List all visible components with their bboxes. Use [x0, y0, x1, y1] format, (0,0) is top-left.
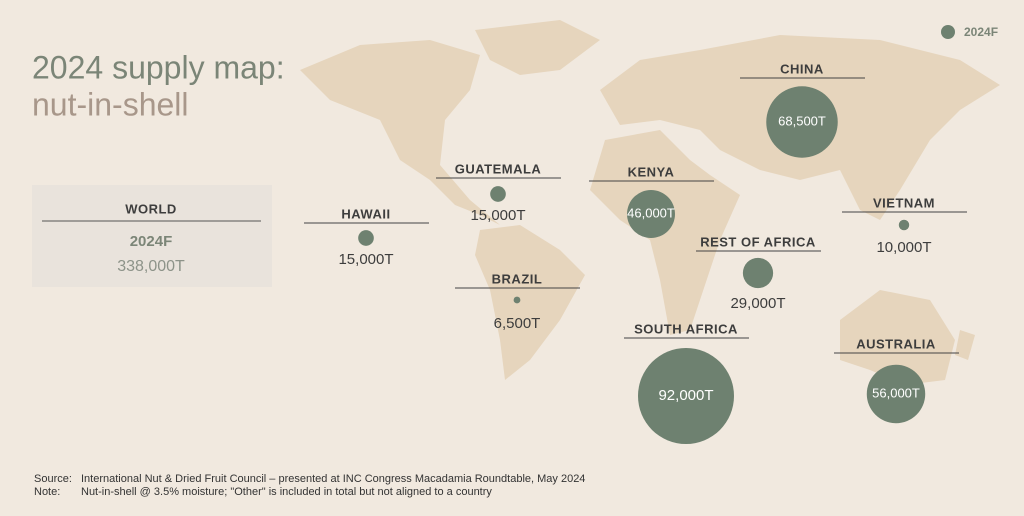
note-text: International Nut & Dried Fruit Council … — [81, 473, 585, 485]
world-label: WORLD — [125, 201, 177, 216]
region-label: VIETNAM — [873, 195, 935, 210]
note-text: Nut-in-shell @ 3.5% moisture; "Other" is… — [81, 486, 492, 498]
region-label: BRAZIL — [492, 271, 543, 286]
value-label: 10,000T — [876, 239, 931, 256]
region-label: KENYA — [628, 164, 675, 179]
region-label: AUSTRALIA — [856, 336, 936, 351]
bubble — [766, 86, 838, 158]
bubble — [638, 348, 734, 444]
value-label: 15,000T — [338, 251, 393, 268]
continents — [300, 20, 1000, 385]
region-label: GUATEMALA — [455, 161, 542, 176]
bubble — [742, 257, 774, 289]
bubble — [358, 230, 374, 246]
legend-swatch — [941, 25, 955, 39]
note-label: Source: — [34, 473, 72, 485]
region-label: HAWAII — [341, 206, 390, 221]
value-label: 46,000T — [627, 205, 675, 220]
world-period: 2024F — [130, 233, 173, 250]
bubble — [490, 186, 506, 202]
value-label: 92,000T — [658, 387, 713, 404]
value-label: 15,000T — [470, 207, 525, 224]
bubble — [866, 364, 926, 424]
region-label: REST OF AFRICA — [700, 234, 816, 249]
world-value: 338,000T — [117, 258, 185, 275]
world-box — [32, 185, 272, 287]
region-label: CHINA — [780, 61, 824, 76]
value-label: 68,500T — [778, 113, 826, 128]
bubble — [627, 190, 675, 238]
value-label: 6,500T — [494, 315, 541, 332]
title: 2024 supply map: — [32, 49, 285, 85]
region-label: SOUTH AFRICA — [634, 321, 738, 336]
note-label: Note: — [34, 486, 60, 498]
bubble — [898, 219, 910, 231]
subtitle: nut-in-shell — [32, 86, 189, 122]
bubble — [513, 296, 521, 304]
legend-label: 2024F — [964, 25, 998, 39]
value-label: 56,000T — [872, 385, 920, 400]
value-label: 29,000T — [730, 295, 785, 312]
